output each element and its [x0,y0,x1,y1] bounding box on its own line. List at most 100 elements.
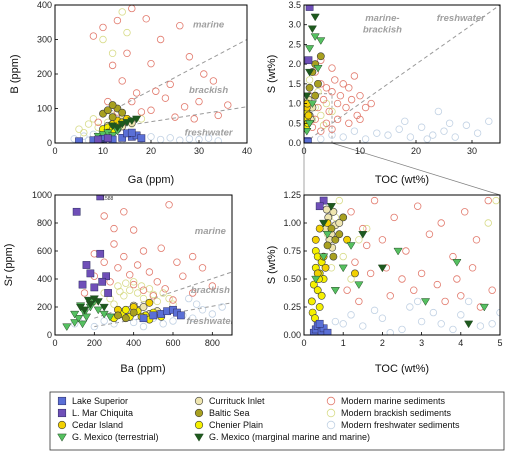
b-vs-ga-modern-marine-point-21 [137,108,146,116]
s-vs-toc-zoom-modern-freshwater-point-14 [386,329,394,335]
b-vs-ga-y-tick-label-4: 400 [37,0,52,10]
b-vs-ga-modern-marine-point-27 [94,118,102,126]
sr-vs-ba-modern-marine-point-2 [100,258,108,266]
s-vs-toc-zoom-y-tick-label-2: 0.50 [283,274,301,284]
b-vs-ga-modern-marine-point-3 [113,16,122,25]
s-vs-toc-full-modern-freshwater-point-13 [462,121,471,129]
sr-vs-ba-modern-brackish-point-10 [149,290,158,299]
sr-vs-ba-modern-brackish-point-6 [129,278,138,286]
s-vs-toc-zoom-chenier-point-5 [317,291,326,300]
sr-vs-ba-modern-marine-point-13 [153,278,161,286]
panel-sr-vs-ba: marine brackish freshwater 1588 0 200 400 600 8… [3,190,235,375]
sr-vs-ba-mar-chiquita-point-6 [90,283,99,292]
s-vs-toc-zoom-gmex-terrestrial-point-4 [338,264,348,273]
sr-vs-ba-modern-brackish-point-17 [122,279,130,287]
s-vs-toc-zoom-modern-marine-point-2 [370,196,379,205]
s-vs-toc-zoom-gmex-marine-point-2 [358,231,368,239]
s-vs-toc-zoom-cedar-island-point-0 [311,235,320,244]
s-vs-toc-full-frame [303,4,501,144]
b-vs-ga-mar-chiquita-point-1 [103,134,112,143]
b-vs-ga-marks: marine brackish freshwater [70,5,247,143]
s-vs-toc-full-modern-freshwater-point-5 [373,129,381,137]
s-vs-toc-zoom-modern-marine-point-14 [366,269,375,278]
sr-vs-ba-y-tick-label-3: 600 [37,246,52,256]
s-vs-toc-full-modern-freshwater-point-9 [417,123,426,131]
sr-vs-ba-x-tick-label-1: 200 [87,338,102,348]
b-vs-ga-x-tick-label-0: 0 [52,146,57,156]
sr-vs-ba-currituck-point-2 [139,303,148,311]
s-vs-toc-full-cedar-island-point-2 [304,111,313,120]
b-vs-ga-modern-marine-point-7 [142,15,150,23]
b-vs-ga-modern-marine-point-23 [171,113,179,121]
s-vs-toc-zoom-modern-marine-point-20 [468,264,477,272]
b-vs-ga-x-tick-label-2: 20 [146,146,156,156]
sr-vs-ba-modern-freshwater-point-12 [188,314,197,322]
s-vs-toc-full-region-label-1: brackish [363,25,402,36]
sr-vs-ba-region-label-2: freshwater [186,316,235,327]
legend-label-mar-chiquita: L. Mar Chiquita [72,408,133,418]
legend-marker-gmex-terrestrial [57,433,67,442]
s-vs-toc-full-baltic-point-4 [311,91,320,100]
sr-vs-ba-baltic-point-1 [121,314,130,323]
s-vs-toc-zoom-modern-freshwater-point-4 [398,325,406,334]
s-vs-toc-zoom-modern-marine-point-22 [343,286,351,294]
sr-vs-ba-y-tick-label-0: 0 [47,330,52,340]
b-vs-ga-y-tick-label-3: 300 [37,35,52,45]
s-vs-toc-full-gmex-terrestrial-point-3 [310,33,320,41]
s-vs-toc-zoom-gmex-terrestrial-point-6 [393,247,403,256]
sr-vs-ba-modern-marine-point-5 [114,264,122,272]
s-vs-toc-zoom-modern-marine-point-29 [355,297,363,306]
s-vs-toc-full-modern-freshwater-point-7 [395,125,403,133]
b-vs-ga-lake-superior-point-7 [75,137,83,143]
s-vs-toc-full-modern-freshwater-point-12 [451,133,459,141]
sr-vs-ba-modern-freshwater-point-9 [159,320,167,328]
sr-vs-ba-modern-marine-point-7 [126,271,134,279]
panel-s-vs-toc-full: marine-brackish freshwater 0 10 20 30 0.0 0.5 1… [266,0,501,186]
b-vs-ga-baltic-point-2 [108,113,117,122]
s-vs-toc-full-modern-marine-point-14 [347,95,356,104]
legend-label-modern-brackish: Modern brackish sediments [341,408,452,418]
s-vs-toc-full-gmex-marine-point-3 [307,25,317,34]
sr-vs-ba-modern-freshwater-point-10 [169,317,177,325]
s-vs-toc-zoom-x-label: TOC (wt%) [375,363,429,375]
sr-vs-ba-modern-marine-point-6 [120,252,128,261]
s-vs-toc-zoom-currituck-point-6 [335,219,344,227]
b-vs-ga-modern-marine-point-2 [108,61,117,70]
sr-vs-ba-modern-brackish-point-2 [110,300,118,308]
s-vs-toc-zoom-modern-freshwater-point-3 [378,314,387,322]
sr-vs-ba-modern-marine-point-11 [145,268,154,276]
s-vs-toc-full-x-tick-label-3: 30 [467,146,477,156]
sr-vs-ba-modern-marine-point-24 [129,226,138,234]
b-vs-ga-modern-brackish-point-14 [108,49,117,57]
b-vs-ga-x-tick-label-1: 10 [98,146,108,156]
b-vs-ga-modern-freshwater-point-11 [166,134,174,142]
s-vs-toc-full-modern-marine-point-24 [333,115,342,124]
b-vs-ga-modern-marine-point-6 [132,89,141,97]
sr-vs-ba-modern-freshwater-point-13 [198,306,207,314]
legend-marker-modern-freshwater [326,420,336,430]
sr-vs-ba-modern-marine-point-9 [133,261,142,269]
s-vs-toc-full-modern-marine-point-17 [356,91,364,100]
sr-vs-ba-modern-marine-point-10 [139,286,148,294]
s-vs-toc-zoom-x-tick-label-0: 0 [301,338,306,348]
sr-vs-ba-mar-chiquita-point-3 [82,261,91,269]
s-vs-toc-zoom-modern-brackish-point-7 [363,224,371,233]
sr-vs-ba-x-label: Ba (ppm) [120,363,165,375]
b-vs-ga-modern-brackish-point-2 [89,115,98,123]
s-vs-toc-full-y-tick-label-4: 2.0 [288,59,301,69]
sr-vs-ba-modern-freshwater-point-17 [192,300,201,308]
s-vs-toc-zoom-modern-marine-point-19 [453,275,461,283]
sr-vs-ba-modern-brackish-point-3 [114,282,122,290]
s-vs-toc-zoom-gmex-terrestrial-point-2 [322,231,333,239]
s-vs-toc-zoom-baltic-point-3 [335,230,344,239]
s-vs-toc-full-baltic-point-2 [314,79,322,88]
b-vs-ga-boundary-0 [102,39,247,116]
s-vs-toc-full-modern-freshwater-point-2 [339,133,347,141]
s-vs-toc-full-mar-chiquita-point-0 [305,5,314,11]
sr-vs-ba-modern-marine-point-3 [106,278,114,286]
s-vs-toc-full-x-tick-label-2: 20 [411,146,421,156]
s-vs-toc-full-modern-marine-point-15 [350,72,359,80]
s-vs-toc-full-modern-freshwater-point-18 [401,117,409,126]
